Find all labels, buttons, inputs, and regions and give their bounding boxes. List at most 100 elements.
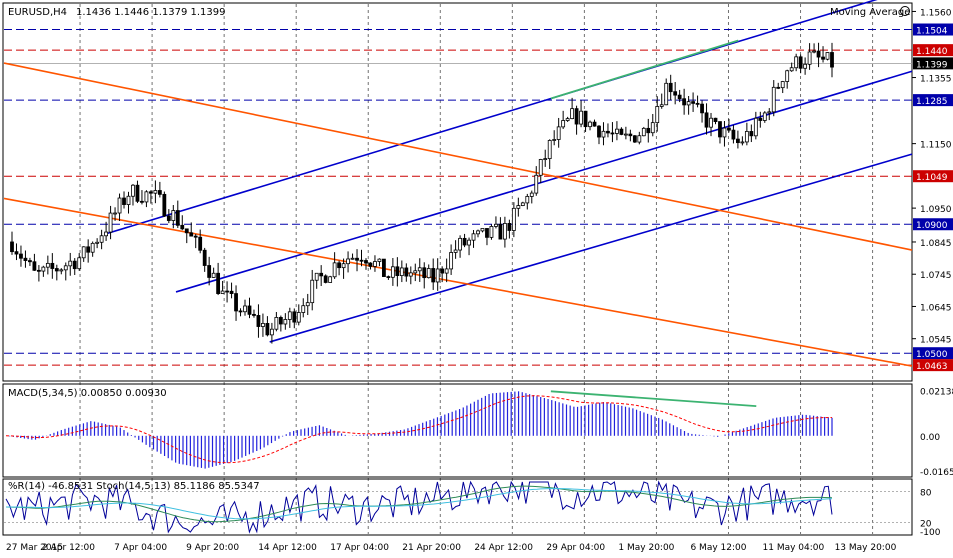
- candle-body: [117, 197, 122, 214]
- candle-body: [193, 235, 198, 238]
- candle-body: [283, 319, 288, 325]
- candle-body: [655, 106, 660, 124]
- candle-body: [771, 86, 776, 113]
- regression-upper-line[interactable]: [3, 62, 913, 251]
- candle-body: [753, 117, 758, 137]
- candle-body: [149, 191, 153, 194]
- candle-body: [498, 223, 503, 240]
- price-divergence-line[interactable]: [550, 39, 739, 100]
- candle-body: [821, 56, 825, 60]
- indicator-settings-icon[interactable]: [900, 6, 910, 16]
- oscillator-label: %R(14) -46.8531 Stoch(14,5,13) 85.1186 8…: [8, 481, 260, 492]
- time-axis-label: 27 Mar 2015: [6, 543, 63, 553]
- candle-body: [90, 242, 95, 253]
- time-axis-label: 7 Apr 04:00: [114, 543, 167, 553]
- candle-body: [104, 231, 108, 237]
- time-axis-label: 9 Apr 20:00: [186, 543, 239, 553]
- channel-upper-line[interactable]: [105, 0, 912, 235]
- candle-body: [63, 265, 68, 271]
- candle-body: [314, 272, 319, 281]
- candle-body: [238, 310, 243, 313]
- macd-axis-label: -0.01654: [920, 468, 953, 478]
- candle-body: [341, 263, 346, 269]
- candle-body: [776, 86, 781, 89]
- candle-body: [41, 266, 46, 272]
- candle-body: [597, 125, 601, 138]
- candle-body: [480, 228, 485, 232]
- channel-mid-line[interactable]: [175, 70, 913, 293]
- candle-body: [404, 267, 409, 277]
- candle-body: [511, 207, 516, 231]
- candle-body: [444, 268, 449, 274]
- candle-body: [296, 312, 301, 323]
- oscillator-lines: [4, 480, 912, 534]
- oscillator-axis-label: 80: [920, 488, 932, 498]
- candle-body: [126, 195, 131, 205]
- candle-body: [350, 257, 355, 260]
- candle-body: [32, 261, 37, 271]
- candle-body: [377, 258, 382, 262]
- candle-body: [234, 293, 238, 312]
- candle-body: [310, 279, 315, 304]
- price-axis-label: 1.0545: [920, 336, 952, 346]
- time-axis-label: 14 Apr 12:00: [258, 543, 317, 553]
- candle-body: [368, 262, 373, 267]
- candles: [10, 42, 834, 344]
- candle-body: [157, 190, 162, 195]
- macd-divergence-line[interactable]: [550, 390, 757, 408]
- candle-body: [36, 269, 41, 272]
- candle-body: [516, 205, 521, 209]
- candle-body: [229, 290, 234, 294]
- candle-body: [417, 267, 422, 272]
- candle-body: [619, 128, 624, 135]
- candle-body: [744, 131, 749, 143]
- candle-body: [247, 305, 252, 315]
- candle-body: [691, 101, 695, 104]
- candle-body: [565, 118, 570, 121]
- price-axis-label: 1.0950: [920, 205, 952, 215]
- regression-lower-line[interactable]: [3, 197, 913, 367]
- candle-body: [86, 246, 91, 253]
- candle-body: [632, 135, 637, 143]
- candle-body: [816, 50, 821, 58]
- candle-body: [319, 272, 324, 277]
- time-axis-label: 2 Apr 12:00: [42, 543, 95, 553]
- candle-body: [113, 212, 117, 215]
- candle-body: [122, 197, 126, 205]
- price-axis-label: 1.1355: [920, 75, 952, 85]
- candle-body: [175, 210, 180, 226]
- candle-body: [278, 317, 283, 325]
- candle-body: [426, 268, 431, 279]
- candle-body: [789, 67, 794, 72]
- channel-lower-line[interactable]: [269, 153, 913, 343]
- candle-body: [458, 237, 462, 251]
- candle-body: [99, 235, 104, 243]
- candle-body: [556, 126, 561, 140]
- candle-body: [583, 110, 588, 128]
- candle-body: [664, 82, 669, 106]
- stoch-signal-line: [6, 487, 833, 520]
- candle-body: [135, 184, 140, 202]
- candle-body: [574, 108, 579, 125]
- candle-body: [386, 276, 391, 278]
- candle-body: [216, 272, 221, 294]
- candle-body: [390, 266, 395, 278]
- candle-body: [373, 261, 377, 267]
- level-price-label: 1.0500: [916, 350, 948, 360]
- candle-body: [646, 127, 651, 134]
- candle-body: [794, 56, 799, 69]
- candle-body: [256, 315, 261, 327]
- candle-body: [606, 130, 610, 134]
- level-price-label: 1.1049: [916, 173, 948, 183]
- candle-body: [704, 112, 709, 128]
- candle-body: [462, 237, 467, 246]
- candle-body: [713, 117, 718, 122]
- candle-body: [184, 228, 189, 234]
- candle-body: [301, 305, 306, 313]
- level-price-tag: [913, 170, 953, 183]
- candle-body: [77, 257, 82, 270]
- time-axis-label: 21 Apr 20:00: [402, 543, 461, 553]
- candle-body: [695, 102, 700, 105]
- candle-body: [50, 262, 55, 269]
- candle-body: [144, 191, 149, 203]
